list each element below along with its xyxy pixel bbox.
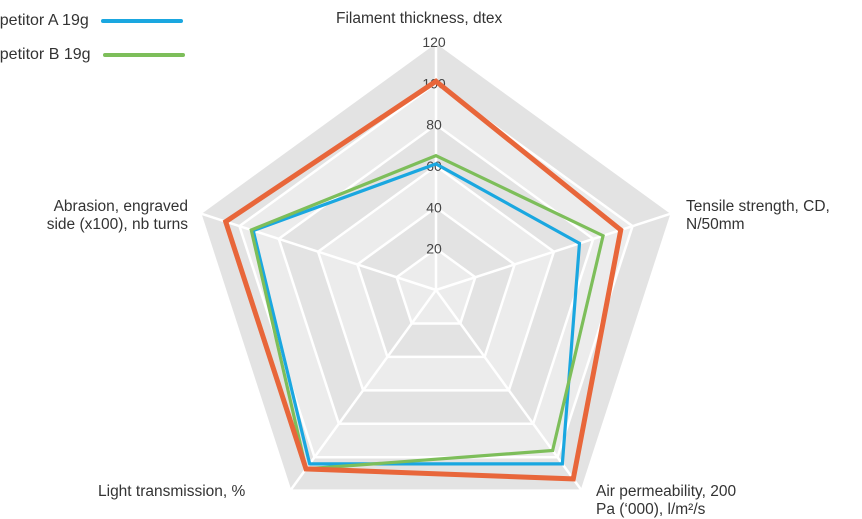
axis-label-abrasion: Abrasion, engraved side (x100), nb turns — [10, 198, 188, 234]
tick-label-40: 40 — [426, 199, 442, 215]
axis-label-air-permeability: Air permeability, 200 Pa (‘000), l/m²/s — [596, 483, 736, 519]
radar-series — [222, 78, 624, 482]
radial-spoke-5 — [199, 212, 437, 292]
axis-label-tensile-strength: Tensile strength, CD, N/50mm — [686, 198, 830, 234]
axis-label-light-transmission: Light transmission, % — [98, 483, 245, 501]
radial-spoke-2 — [435, 212, 673, 292]
radial-spoke-4 — [289, 289, 438, 492]
tick-label-80: 80 — [426, 117, 442, 133]
legend-label-competitor-b: Competitor B 19g — [0, 46, 91, 63]
legend-item-competitor-a: Competitor A 19g — [0, 12, 183, 30]
axis-label-air-permeability-line-1: Air permeability, 200 — [596, 483, 737, 500]
legend-label-competitor-a: Competitor A 19g — [0, 12, 89, 29]
axis-label-tensile-strength-line-2: N/50mm — [686, 216, 745, 233]
series-line-competitor-b-19g — [249, 153, 605, 471]
axis-label-abrasion-line-1: Abrasion, engraved — [53, 198, 188, 215]
tick-label-120: 120 — [422, 34, 446, 50]
radial-spoke-3 — [434, 289, 583, 492]
series-line-competitor-a-19g — [251, 162, 582, 466]
axis-label-tensile-strength-line-1: Tensile strength, CD, — [686, 198, 830, 215]
radar-grid — [198, 40, 674, 492]
axis-label-filament-thickness: Filament thickness, dtex — [336, 10, 502, 28]
axis-label-light-transmission-line-1: Light transmission, % — [98, 483, 246, 500]
legend-swatch-competitor-a — [100, 18, 183, 23]
tick-label-20: 20 — [426, 241, 442, 257]
axis-label-air-permeability-line-2: Pa (‘000), l/m²/s — [596, 501, 706, 518]
legend-item-competitor-b: Competitor B 19g — [0, 46, 185, 64]
axis-label-filament-thickness-line-1: Filament thickness, dtex — [336, 10, 503, 27]
series-line-unlabeled — [222, 78, 624, 482]
axis-label-abrasion-line-2: side (x100), nb turns — [46, 216, 188, 233]
legend-swatch-competitor-b — [102, 52, 185, 57]
